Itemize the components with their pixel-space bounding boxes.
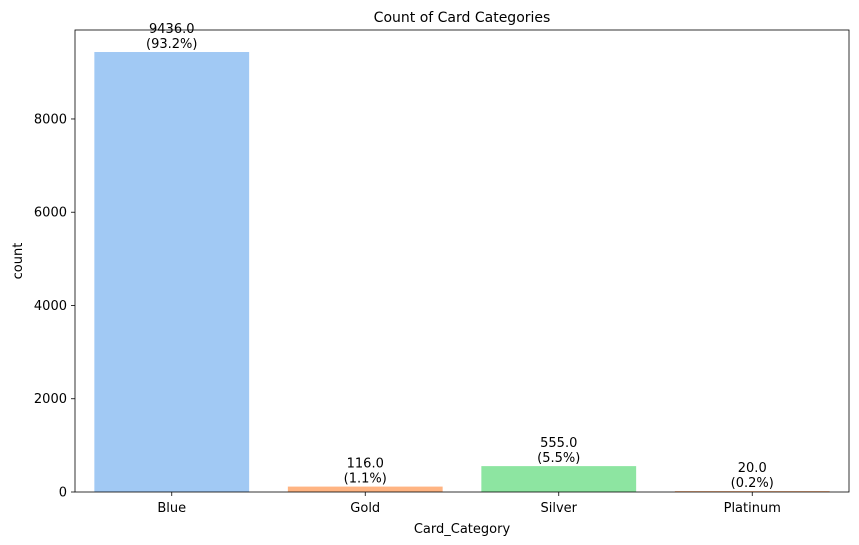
y-axis-ticks: 0 2000 4000 6000 8000 xyxy=(34,112,75,501)
y-tick-label-0: 0 xyxy=(59,486,67,501)
x-tick-label-platinum: Platinum xyxy=(724,501,781,516)
y-axis-label: count xyxy=(11,243,26,280)
data-label-value-gold: 116.0 xyxy=(347,457,384,472)
x-tick-label-silver: Silver xyxy=(540,501,577,516)
data-label-value-silver: 555.0 xyxy=(540,436,577,451)
plot-frame xyxy=(74,29,850,493)
data-label-value-platinum: 20.0 xyxy=(738,461,767,476)
data-label-percent-blue: (93.2%) xyxy=(146,37,197,52)
y-tick-label-8000: 8000 xyxy=(34,112,67,127)
y-tick-label-2000: 2000 xyxy=(34,392,67,407)
x-tick-label-gold: Gold xyxy=(350,501,380,516)
bar-blue xyxy=(94,52,250,492)
y-tick-label-4000: 4000 xyxy=(34,299,67,314)
x-axis-ticks: Blue Gold Silver Platinum xyxy=(157,492,781,516)
x-axis-label: Card_Category xyxy=(414,522,511,537)
data-labels-layer: 9436.0(93.2%) 116.0(1.1%) 555.0(5.5%) 20.0(… xyxy=(146,22,774,491)
x-tick-label-blue: Blue xyxy=(157,501,186,516)
data-label-percent-gold: (1.1%) xyxy=(344,472,387,487)
bars-layer xyxy=(94,52,830,492)
bar-gold xyxy=(287,486,443,492)
y-tick-label-6000: 6000 xyxy=(34,206,67,221)
chart-title: Count of Card Categories xyxy=(374,10,551,26)
data-label-percent-platinum: (0.2%) xyxy=(731,476,774,491)
bar-silver xyxy=(481,466,637,492)
data-label-value-blue: 9436.0 xyxy=(149,22,195,37)
bar-platinum xyxy=(674,491,830,492)
data-label-percent-silver: (5.5%) xyxy=(537,451,580,466)
